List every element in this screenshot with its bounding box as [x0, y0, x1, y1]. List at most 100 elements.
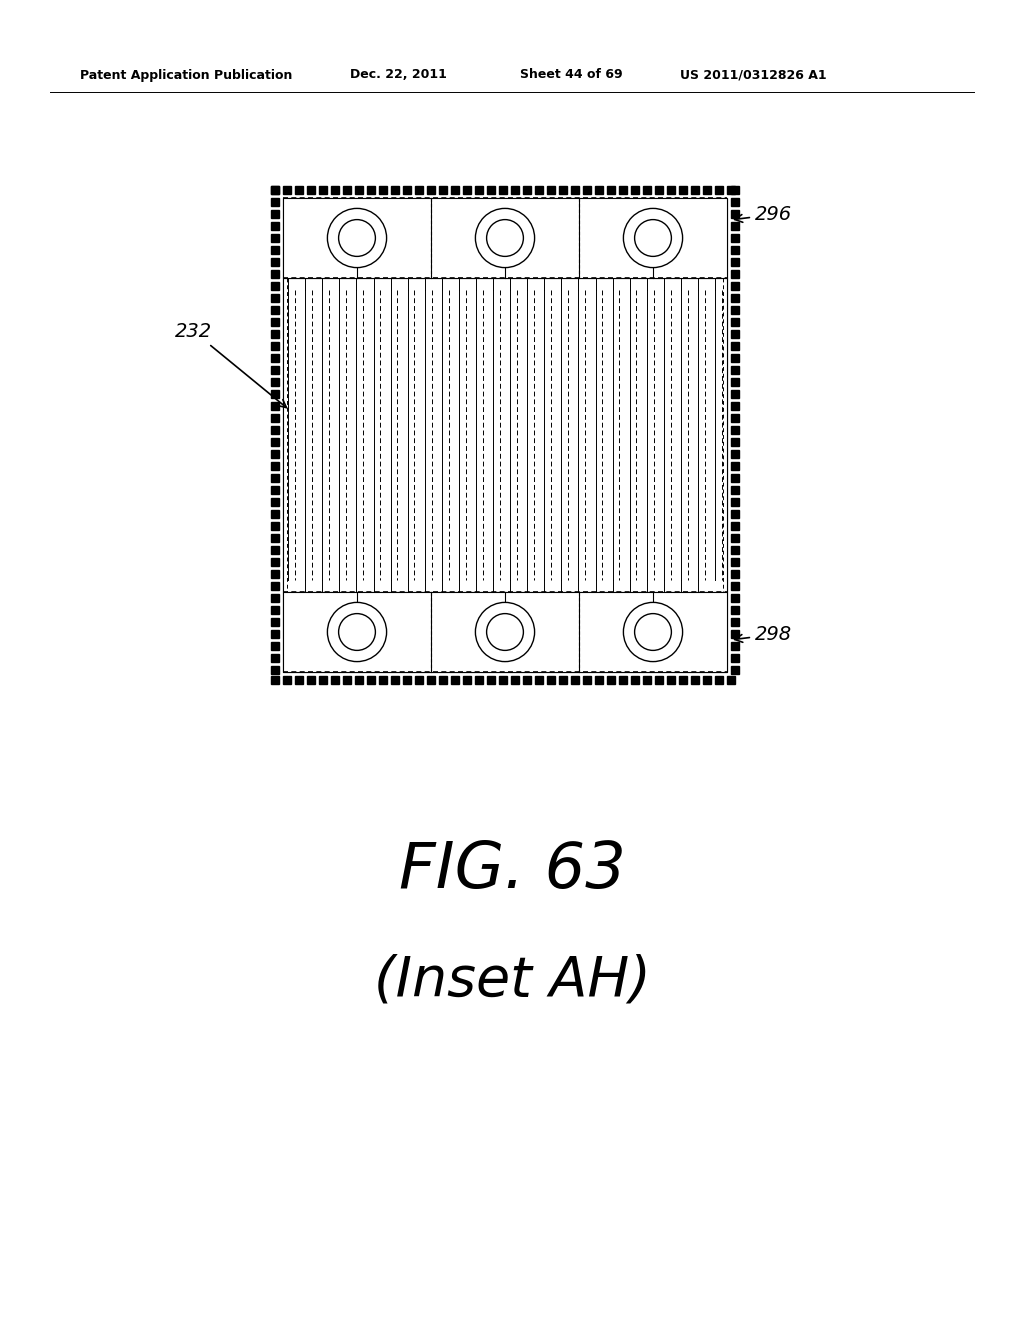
Bar [271, 521, 279, 531]
Bar [731, 667, 739, 675]
Bar [571, 186, 579, 194]
Bar [271, 676, 279, 684]
Bar [271, 653, 279, 663]
Bar [731, 414, 739, 422]
Bar [731, 438, 739, 446]
Text: 296: 296 [734, 205, 793, 224]
Bar [355, 186, 362, 194]
Bar [271, 222, 279, 230]
Bar [475, 676, 483, 684]
Bar [331, 186, 339, 194]
Circle shape [624, 209, 683, 268]
Bar [271, 570, 279, 578]
Bar [691, 186, 699, 194]
Bar [667, 186, 675, 194]
Bar [331, 676, 339, 684]
Bar [271, 510, 279, 517]
Bar [271, 426, 279, 434]
Bar [271, 438, 279, 446]
Bar [731, 246, 739, 253]
Bar [731, 426, 739, 434]
Bar [731, 234, 739, 242]
Circle shape [486, 614, 523, 651]
Bar [731, 606, 739, 614]
Text: Dec. 22, 2011: Dec. 22, 2011 [350, 69, 446, 82]
Bar [283, 198, 727, 279]
Bar [403, 676, 411, 684]
Bar [283, 279, 727, 591]
Bar [731, 630, 739, 638]
Bar [415, 186, 423, 194]
Bar [271, 186, 279, 194]
Bar [319, 186, 327, 194]
Circle shape [339, 219, 376, 256]
Bar [643, 186, 651, 194]
Circle shape [328, 602, 387, 661]
Bar [731, 498, 739, 506]
Bar [523, 186, 531, 194]
Bar [271, 210, 279, 218]
Bar [379, 186, 387, 194]
Text: (Inset AH): (Inset AH) [374, 953, 650, 1006]
Bar [667, 676, 675, 684]
Bar [535, 186, 543, 194]
Bar [731, 510, 739, 517]
Bar [715, 186, 723, 194]
Bar [271, 582, 279, 590]
Bar [271, 330, 279, 338]
Bar [439, 676, 447, 684]
Bar [731, 558, 739, 566]
Bar [731, 486, 739, 494]
Bar [307, 186, 315, 194]
Bar [271, 342, 279, 350]
Bar [499, 186, 507, 194]
Bar [367, 676, 375, 684]
Bar [595, 676, 603, 684]
Bar [271, 257, 279, 267]
Bar [731, 462, 739, 470]
Bar [451, 186, 459, 194]
Bar [271, 486, 279, 494]
Bar [715, 676, 723, 684]
Bar [547, 676, 555, 684]
Bar [295, 186, 303, 194]
Bar [731, 546, 739, 554]
Circle shape [475, 602, 535, 661]
Bar [271, 474, 279, 482]
Circle shape [635, 614, 672, 651]
Bar [731, 271, 739, 279]
Bar [607, 676, 615, 684]
Bar [571, 676, 579, 684]
Bar [679, 186, 687, 194]
Bar [271, 594, 279, 602]
Bar [403, 186, 411, 194]
Bar [595, 186, 603, 194]
Bar [731, 342, 739, 350]
Bar [583, 676, 591, 684]
Bar [367, 186, 375, 194]
Bar [343, 676, 351, 684]
Bar [283, 676, 291, 684]
Bar [439, 186, 447, 194]
Bar [679, 676, 687, 684]
Bar [271, 198, 279, 206]
Bar [355, 676, 362, 684]
Bar [655, 676, 663, 684]
Bar [427, 676, 435, 684]
Bar [535, 676, 543, 684]
Text: Sheet 44 of 69: Sheet 44 of 69 [520, 69, 623, 82]
Bar [271, 606, 279, 614]
Bar [731, 521, 739, 531]
Bar [487, 676, 495, 684]
Bar [559, 186, 567, 194]
Text: US 2011/0312826 A1: US 2011/0312826 A1 [680, 69, 826, 82]
Bar [271, 271, 279, 279]
Bar [475, 186, 483, 194]
Bar [618, 186, 627, 194]
Bar [703, 676, 711, 684]
Circle shape [635, 219, 672, 256]
Circle shape [624, 602, 683, 661]
Bar [271, 558, 279, 566]
Bar [727, 186, 735, 194]
Circle shape [486, 219, 523, 256]
